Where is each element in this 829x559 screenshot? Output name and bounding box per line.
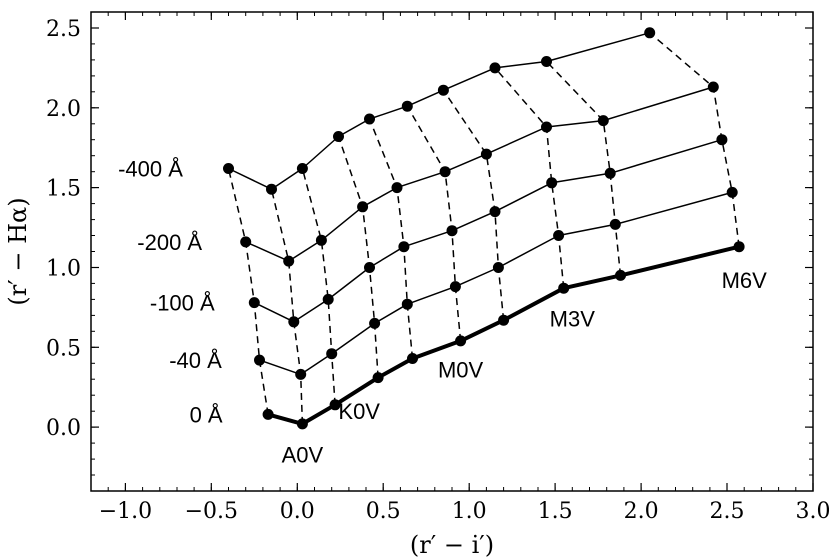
series-label: -200 Å <box>137 230 202 255</box>
series-line <box>267 244 740 426</box>
data-point <box>604 167 616 179</box>
x-tick-label: −0.5 <box>185 499 238 524</box>
series-label: -400 Å <box>118 157 183 182</box>
x-tick-label: 0.0 <box>280 499 315 524</box>
data-point <box>315 234 327 246</box>
series-label: 0 Å <box>190 402 223 427</box>
data-point <box>489 206 501 218</box>
data-point <box>546 177 558 189</box>
y-tick-label: 0.5 <box>46 336 81 361</box>
series-label: -40 Å <box>169 348 222 373</box>
data-point <box>707 81 719 93</box>
data-point <box>296 418 308 430</box>
data-point <box>597 115 609 127</box>
data-point <box>364 113 375 125</box>
data-point <box>446 225 458 237</box>
annotation-label: A0V <box>282 442 324 467</box>
data-point <box>733 241 745 253</box>
data-point <box>449 281 461 293</box>
annotation-label: M0V <box>438 358 484 383</box>
data-point <box>609 218 621 230</box>
x-tick-label: 1.5 <box>538 499 573 524</box>
series-line <box>228 32 650 190</box>
data-point <box>716 134 728 146</box>
series-line <box>253 138 723 323</box>
series-points <box>223 27 745 430</box>
y-tick-label: 2.5 <box>46 17 81 42</box>
x-tick-label: 0.5 <box>366 499 401 524</box>
y-tick-label: 0.0 <box>46 416 81 441</box>
data-point <box>391 182 403 194</box>
data-point <box>240 236 252 248</box>
annotation-label: M3V <box>550 307 596 332</box>
data-point <box>558 282 570 294</box>
data-point <box>726 186 738 198</box>
x-tick-label: 2.0 <box>624 499 659 524</box>
data-point <box>262 408 274 420</box>
data-point <box>644 27 656 39</box>
data-point <box>498 314 510 326</box>
data-point <box>480 148 492 160</box>
data-point <box>455 335 467 347</box>
data-point <box>541 121 552 133</box>
data-point <box>296 163 308 174</box>
series-line <box>245 86 714 262</box>
data-point <box>369 317 381 329</box>
annotation-label: K0V <box>338 399 380 424</box>
x-tick-label: −1.0 <box>99 499 152 524</box>
data-point <box>288 316 300 328</box>
x-tick-label: 1.0 <box>452 499 487 524</box>
data-point <box>326 348 338 360</box>
data-point <box>295 368 307 380</box>
series-line <box>259 191 733 376</box>
x-tick-label: 2.5 <box>710 499 745 524</box>
data-point <box>329 399 341 411</box>
data-point <box>248 297 260 309</box>
data-point <box>266 183 277 195</box>
series-label: -100 Å <box>150 291 215 316</box>
data-point <box>333 131 344 142</box>
data-point <box>407 353 418 364</box>
series-labels: 0 Å -40 Å -100 Å -200 Å -400 Å <box>118 157 223 428</box>
data-point <box>553 230 565 241</box>
y-axis-label: (r′ − Hα) <box>4 197 32 305</box>
annotation-label: M6V <box>722 268 768 293</box>
data-point <box>364 262 375 273</box>
x-axis-label: (r′ − i′) <box>410 531 494 559</box>
y-tick-label: 1.5 <box>46 177 81 202</box>
axis-ticks: −1.0 −0.5 0.0 0.5 1.0 1.5 2.0 2.5 3.0 0.0 0.5 1.0 1.… <box>46 11 829 524</box>
y-tick-label: 2.0 <box>46 97 81 122</box>
data-point <box>283 255 295 267</box>
spectral-type-annotations: A0V K0V M0V M3V M6V <box>282 268 768 467</box>
data-point <box>372 372 384 384</box>
data-point <box>489 62 501 74</box>
x-tick-label: 3.0 <box>796 499 829 524</box>
data-point <box>322 293 334 305</box>
data-point <box>492 262 504 273</box>
data-point <box>437 84 449 96</box>
data-point <box>615 269 626 281</box>
data-point <box>223 163 234 174</box>
series-lines <box>228 32 740 426</box>
data-point <box>254 354 265 366</box>
data-point <box>401 298 413 310</box>
y-tick-label: 1.0 <box>46 257 81 282</box>
data-point <box>541 56 552 67</box>
data-point <box>357 201 369 213</box>
data-point <box>398 241 410 253</box>
data-point <box>401 100 413 112</box>
data-point <box>439 166 451 178</box>
